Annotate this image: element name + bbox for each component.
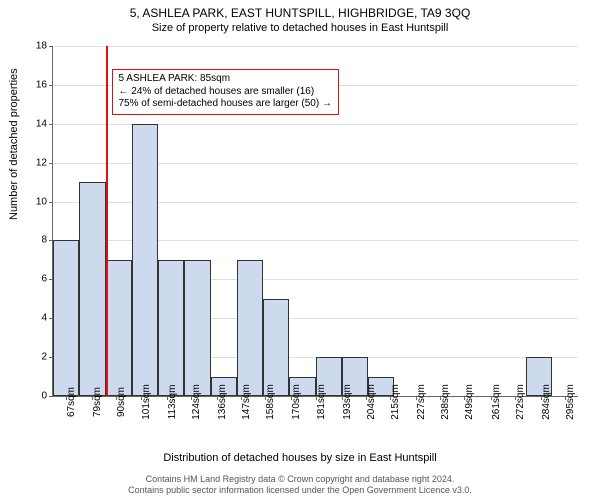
- ytick-label: 6: [41, 274, 47, 285]
- xtick-label: 295sqm: [565, 384, 576, 420]
- y-axis-label: Number of detached properties: [8, 68, 20, 220]
- xtick-label: 170sqm: [291, 384, 302, 420]
- histogram-bar: [158, 260, 184, 396]
- xtick-label: 215sqm: [390, 384, 401, 420]
- xtick-label: 79sqm: [92, 387, 103, 417]
- footer-line-2: Contains public sector information licen…: [0, 485, 600, 496]
- ytick-label: 8: [41, 235, 47, 246]
- xtick-label: 193sqm: [342, 384, 353, 420]
- xtick-label: 158sqm: [265, 384, 276, 420]
- xtick-label: 249sqm: [464, 384, 475, 420]
- histogram-bar: [53, 240, 79, 396]
- annotation-line: ← 24% of detached houses are smaller (16…: [119, 86, 332, 99]
- footer-line-1: Contains HM Land Registry data © Crown c…: [0, 474, 600, 485]
- xtick-label: 67sqm: [66, 387, 77, 417]
- histogram-bar: [79, 182, 105, 396]
- annotation-line: 75% of semi-detached houses are larger (…: [119, 98, 332, 111]
- ytick-label: 16: [36, 79, 47, 90]
- xtick-label: 101sqm: [141, 384, 152, 420]
- chart-title-address: 5, ASHLEA PARK, EAST HUNTSPILL, HIGHBRID…: [0, 0, 600, 20]
- chart-subtitle: Size of property relative to detached ho…: [0, 20, 600, 34]
- xtick-label: 238sqm: [440, 384, 451, 420]
- gridline: [53, 46, 578, 47]
- xtick-label: 272sqm: [515, 384, 526, 420]
- xtick-label: 147sqm: [241, 384, 252, 420]
- xtick-label: 284sqm: [541, 384, 552, 420]
- ytick-label: 2: [41, 352, 47, 363]
- histogram-bar: [237, 260, 263, 396]
- xtick-label: 90sqm: [116, 387, 127, 417]
- xtick-label: 227sqm: [416, 384, 427, 420]
- marker-line: [106, 46, 108, 396]
- xtick-label: 136sqm: [217, 384, 228, 420]
- xtick-label: 124sqm: [191, 384, 202, 420]
- histogram-bar: [106, 260, 132, 396]
- ytick-label: 14: [36, 118, 47, 129]
- plot-area: 02468101214161867sqm79sqm90sqm101sqm113s…: [52, 46, 578, 397]
- histogram-bar: [263, 299, 289, 396]
- ytick-label: 10: [36, 196, 47, 207]
- ytick-label: 18: [36, 41, 47, 52]
- ytick-label: 0: [41, 391, 47, 402]
- xtick-label: 261sqm: [491, 384, 502, 420]
- histogram-bar: [184, 260, 210, 396]
- ytick-label: 4: [41, 313, 47, 324]
- x-axis-label: Distribution of detached houses by size …: [0, 452, 600, 464]
- xtick-label: 113sqm: [167, 385, 178, 420]
- xtick-label: 181sqm: [316, 384, 327, 420]
- xtick-label: 204sqm: [366, 384, 377, 420]
- ytick-label: 12: [36, 157, 47, 168]
- annotation-line: 5 ASHLEA PARK: 85sqm: [119, 73, 332, 86]
- chart-container: 5, ASHLEA PARK, EAST HUNTSPILL, HIGHBRID…: [0, 0, 600, 500]
- chart-footer: Contains HM Land Registry data © Crown c…: [0, 474, 600, 496]
- annotation-box: 5 ASHLEA PARK: 85sqm← 24% of detached ho…: [112, 69, 339, 115]
- histogram-bar: [132, 124, 158, 396]
